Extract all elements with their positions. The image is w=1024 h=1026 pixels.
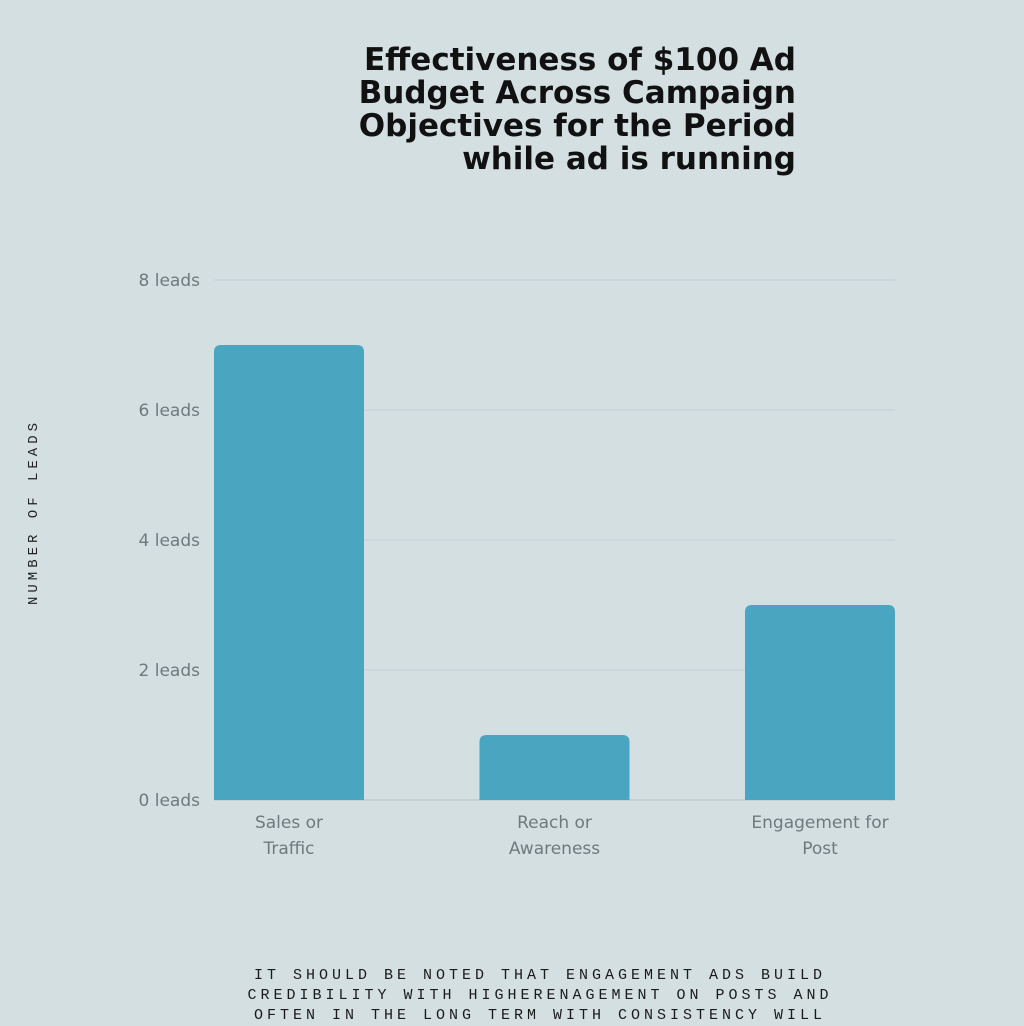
y-tick-label: 0 leads xyxy=(139,791,201,811)
chart-title-line: while ad is running xyxy=(462,141,796,177)
bar xyxy=(745,605,895,800)
x-tick-label: Reach or xyxy=(517,813,592,833)
x-tick-label: Awareness xyxy=(509,839,600,859)
footnote-line: IT SHOULD BE NOTED THAT ENGAGEMENT ADS B… xyxy=(253,967,827,984)
y-tick-label: 8 leads xyxy=(139,271,201,291)
footnote: IT SHOULD BE NOTED THAT ENGAGEMENT ADS B… xyxy=(190,966,890,1026)
x-tick-label: Sales or xyxy=(255,813,323,833)
bar xyxy=(214,345,364,800)
y-tick-label: 4 leads xyxy=(139,531,201,551)
bar xyxy=(479,735,630,800)
footnote-line: OFTEN IN THE LONG TERM WITH CONSISTENCY … xyxy=(253,1007,827,1024)
y-tick-labels: 0 leads 2 leads 4 leads 6 leads 8 leads xyxy=(139,271,201,811)
chart-title-line: Budget Across Campaign xyxy=(358,75,796,111)
bars xyxy=(214,345,895,800)
x-tick-labels: Sales or Traffic Reach or Awareness Engageme… xyxy=(255,813,889,859)
x-tick-label: Traffic xyxy=(262,839,314,859)
chart-title-line: Objectives for the Period xyxy=(358,108,796,144)
chart-title-line: Effectiveness of $100 Ad xyxy=(364,42,796,78)
y-tick-label: 6 leads xyxy=(139,401,201,421)
chart-title: Effectiveness of $100 Ad Budget Across C… xyxy=(156,44,796,176)
x-tick-label: Engagement for xyxy=(751,813,888,833)
x-tick-label: Post xyxy=(802,839,838,859)
footnote-line: CREDIBILITY WITH HIGHERENAGEMENT ON POST… xyxy=(247,987,833,1004)
y-tick-label: 2 leads xyxy=(139,661,201,681)
